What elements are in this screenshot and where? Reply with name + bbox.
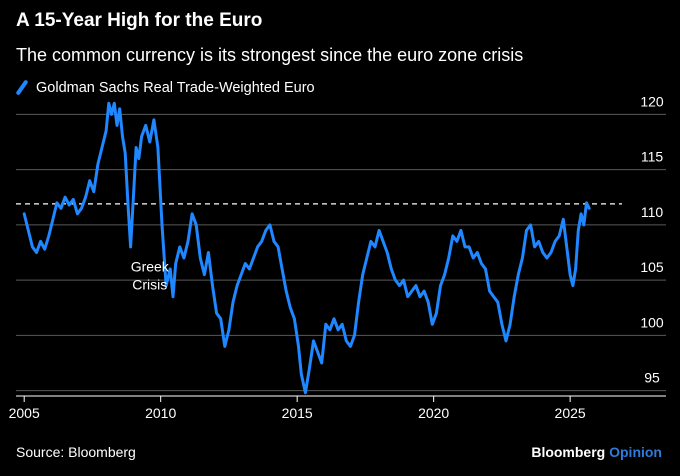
y-tick-label: 100 [640,314,664,330]
annotation-greek-crisis: Greek Crisis [131,258,170,292]
chart-title: A 15-Year High for the Euro [16,10,263,31]
x-tick-label: 2010 [145,405,176,421]
x-axis [16,395,666,402]
x-tick-label: 2015 [282,405,313,421]
y-tick-label: 95 [644,370,660,386]
gridlines [16,113,666,392]
y-tick-label: 110 [641,204,664,220]
series-line [22,101,591,395]
x-tick-label: 2020 [418,405,449,421]
chart-subtitle: The common currency is its strongest sin… [16,45,524,65]
y-tick-label: 105 [640,259,664,275]
annotations: Greek Crisis [131,258,170,292]
brand-logo: Bloomberg Opinion [531,444,662,460]
tick-labels: 95 100 105 110 115 120 2005 2010 2015 2020 2025 [9,93,664,421]
x-tick-label: 2005 [9,405,40,421]
y-tick-label: 120 [640,93,664,109]
series-group [22,101,591,395]
y-tick-label: 115 [641,149,664,165]
legend: Goldman Sachs Real Trade-Weighted Euro [15,79,315,96]
brand-main: Bloomberg [531,444,606,460]
legend-label: Goldman Sachs Real Trade-Weighted Euro [36,79,315,96]
brand-sub: Opinion [609,444,662,460]
x-tick-label: 2025 [555,405,586,421]
source-note: Source: Bloomberg [16,444,136,460]
